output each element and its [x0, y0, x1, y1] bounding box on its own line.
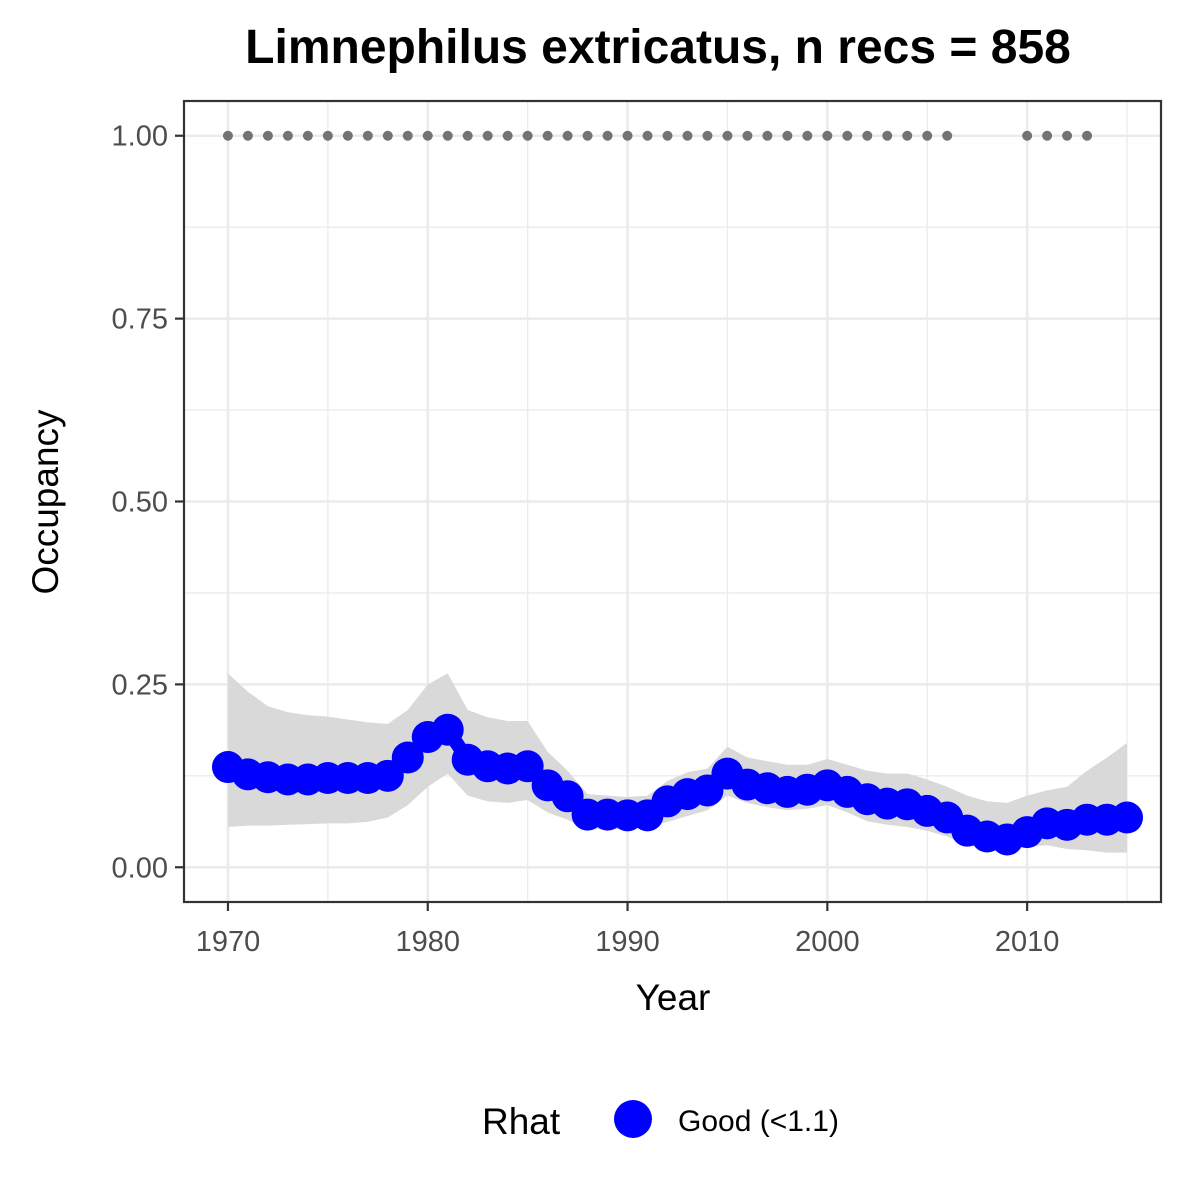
record-point	[922, 130, 933, 141]
record-point	[402, 130, 413, 141]
record-point	[322, 130, 333, 141]
record-point	[242, 130, 253, 141]
record-point	[782, 130, 793, 141]
record-point	[802, 130, 813, 141]
record-point	[362, 130, 373, 141]
record-point	[722, 130, 733, 141]
occupancy-point	[511, 750, 544, 783]
y-tick-label: 1.00	[112, 121, 168, 153]
record-point	[602, 130, 613, 141]
record-point	[562, 130, 573, 141]
x-tick-label: 2010	[995, 926, 1060, 958]
y-tick-label: 0.00	[112, 852, 168, 884]
legend: Rhat Good (<1.1)	[482, 1100, 839, 1142]
x-tick-label: 2000	[795, 926, 860, 958]
record-point	[282, 130, 293, 141]
record-point	[902, 130, 913, 141]
record-point	[342, 130, 353, 141]
record-point	[762, 130, 773, 141]
record-point	[382, 130, 393, 141]
occupancy-point	[391, 741, 424, 774]
record-point	[502, 130, 513, 141]
occupancy-points	[211, 713, 1144, 856]
record-point	[702, 130, 713, 141]
record-point	[882, 130, 893, 141]
record-point	[462, 130, 473, 141]
record-point	[442, 130, 453, 141]
record-point	[742, 130, 753, 141]
record-point	[302, 130, 313, 141]
y-axis-title: Occupancy	[25, 409, 66, 595]
record-point	[822, 130, 833, 141]
x-tick-label: 1970	[196, 926, 261, 958]
record-point	[662, 130, 673, 141]
y-tick-label: 0.50	[112, 487, 168, 519]
occupancy-point	[1111, 801, 1144, 834]
record-point	[642, 130, 653, 141]
x-axis: 1970 1980 1990 2000 2010	[196, 902, 1060, 958]
record-point	[842, 130, 853, 141]
record-point	[1062, 130, 1073, 141]
legend-label-good: Good (<1.1)	[678, 1105, 839, 1138]
record-point	[222, 130, 233, 141]
legend-key-good	[614, 1100, 652, 1138]
record-point	[522, 130, 533, 141]
record-point	[622, 130, 633, 141]
y-tick-label: 0.25	[112, 669, 168, 701]
occupancy-point	[431, 713, 464, 746]
y-tick-label: 0.75	[112, 304, 168, 336]
record-point	[682, 130, 693, 141]
record-point	[862, 130, 873, 141]
record-point	[1082, 130, 1093, 141]
chart-title: Limnephilus extricatus, n recs = 858	[245, 21, 1071, 74]
record-point	[582, 130, 593, 141]
record-point	[1022, 130, 1033, 141]
record-point	[482, 130, 493, 141]
y-axis: 0.00 0.25 0.50 0.75 1.00	[112, 121, 184, 884]
record-point	[942, 130, 953, 141]
record-point	[422, 130, 433, 141]
record-point	[262, 130, 273, 141]
record-point	[1042, 130, 1053, 141]
x-axis-title: Year	[636, 977, 711, 1018]
legend-title: Rhat	[482, 1101, 561, 1142]
x-tick-label: 1990	[595, 926, 660, 958]
record-points	[222, 130, 1093, 141]
record-point	[542, 130, 553, 141]
x-tick-label: 1980	[395, 926, 460, 958]
